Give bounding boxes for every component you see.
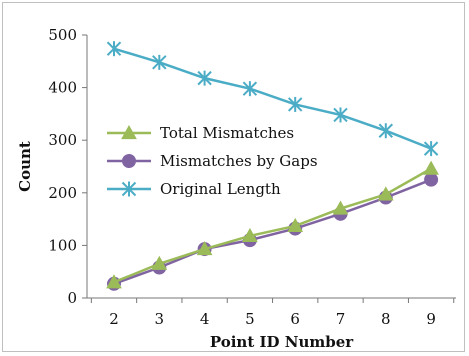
y-tick-label: 500 xyxy=(48,26,77,44)
axes xyxy=(86,35,456,299)
y-tick-label: 0 xyxy=(67,289,77,307)
data-point xyxy=(377,186,394,201)
data-point xyxy=(242,81,258,97)
data-point xyxy=(152,54,167,70)
x-axis-title: Point ID Number xyxy=(210,333,354,351)
legend-marker xyxy=(121,124,137,140)
series-layer xyxy=(106,41,439,291)
legend-entry: Total Mismatches xyxy=(107,124,294,142)
x-tick-label: 3 xyxy=(155,310,165,328)
y-tick-label: 300 xyxy=(48,131,77,149)
legend-label: Total Mismatches xyxy=(160,124,294,142)
legend: Total Mismatches Mismatches by Gaps Origin… xyxy=(107,124,318,198)
data-point xyxy=(333,107,348,123)
data-point xyxy=(423,141,439,157)
data-point xyxy=(197,70,212,86)
y-tick-label: 400 xyxy=(48,79,77,97)
x-tick-label: 4 xyxy=(200,310,210,328)
x-tick-label: 7 xyxy=(336,310,346,328)
data-point xyxy=(378,123,394,139)
data-point xyxy=(332,200,349,215)
data-point xyxy=(287,217,304,233)
legend-label: Original Length xyxy=(160,180,281,198)
x-tick-label: 9 xyxy=(426,310,436,328)
y-ticks: 0 100 200 300 400 500 xyxy=(48,26,87,307)
legend-marker xyxy=(121,181,137,197)
x-tick-label: 8 xyxy=(381,310,391,328)
legend-marker xyxy=(122,154,136,168)
series-total-mismatches xyxy=(106,160,439,289)
data-point xyxy=(106,41,122,57)
chart-frame xyxy=(2,2,465,352)
y-tick-label: 200 xyxy=(48,184,77,202)
data-point xyxy=(424,172,439,187)
x-tick-label: 6 xyxy=(290,310,300,328)
y-axis-title: Count xyxy=(16,141,34,192)
legend-label: Mismatches by Gaps xyxy=(160,152,318,170)
data-point xyxy=(242,227,258,243)
data-point xyxy=(151,255,168,270)
data-point xyxy=(423,160,439,175)
data-point xyxy=(196,241,213,256)
x-tick-label: 5 xyxy=(245,310,255,328)
legend-entry: Mismatches by Gaps xyxy=(107,152,318,170)
x-tick-label: 2 xyxy=(109,310,119,328)
data-point xyxy=(106,274,122,289)
series-line xyxy=(113,47,432,150)
x-ticks: 2 3 4 5 6 7 8 9 xyxy=(90,298,455,328)
y-tick-label: 100 xyxy=(48,236,77,254)
legend-entry: Original Length xyxy=(107,180,281,198)
series-line xyxy=(113,167,432,284)
series-original-length xyxy=(106,41,439,157)
data-point xyxy=(287,96,303,112)
